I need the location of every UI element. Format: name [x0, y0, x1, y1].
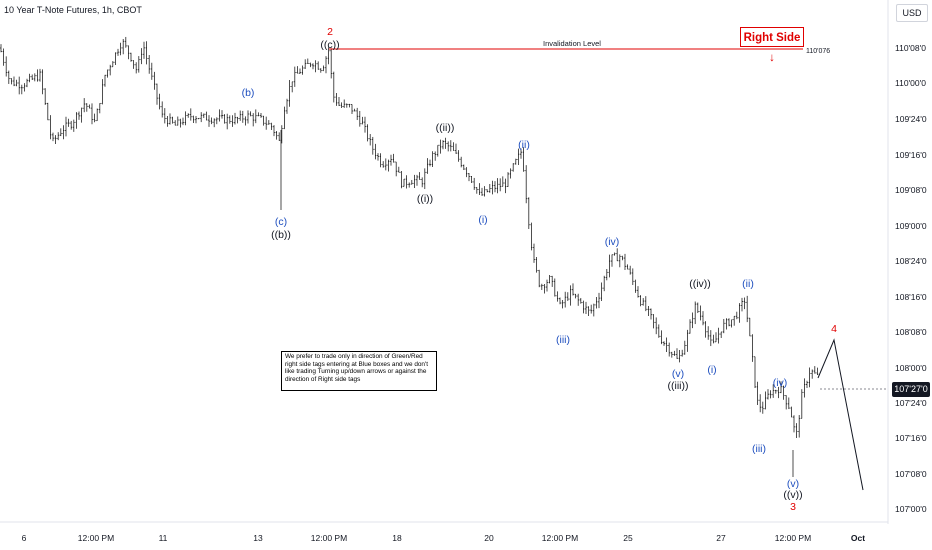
currency-button[interactable]: USD: [896, 4, 928, 22]
x-tick-label: 12:00 PM: [311, 533, 347, 543]
trading-note: We prefer to trade only in direction of …: [281, 351, 437, 391]
wave-label: (iv): [773, 377, 788, 389]
wave-label: ((v)): [783, 489, 802, 501]
wave-label: (ii): [518, 139, 530, 151]
x-tick-label: 11: [159, 533, 168, 543]
y-tick-label: 108'08'0: [895, 327, 927, 337]
x-tick-label: 12:00 PM: [775, 533, 811, 543]
invalidation-value: 110'076: [806, 48, 830, 55]
wave-label: (i): [707, 364, 716, 376]
wave-label: 2: [327, 26, 333, 38]
wave-label: (i): [478, 214, 487, 226]
last-price-tag: 107'27'0: [892, 382, 930, 397]
x-tick-label: 27: [716, 533, 726, 543]
wave-label: (v): [787, 478, 799, 490]
y-tick-label: 108'24'0: [895, 256, 927, 266]
y-tick-label: 107'08'0: [895, 469, 927, 479]
x-tick-label: 12:00 PM: [542, 533, 578, 543]
y-tick-label: 109'08'0: [895, 185, 927, 195]
x-tick-label: 25: [623, 533, 633, 543]
wave4-projection-line: [817, 338, 864, 491]
wave-label: (b): [242, 87, 255, 99]
wave-label: (c): [275, 216, 287, 228]
y-tick-label: 109'24'0: [895, 114, 927, 124]
x-tick-label: 12:00 PM: [78, 533, 114, 543]
y-tick-label: 109'00'0: [895, 221, 927, 231]
y-tick-label: 108'00'0: [895, 363, 927, 373]
wave-label: ((iii)): [668, 380, 689, 392]
wave-label: (ii): [742, 278, 754, 290]
right-side-tag: Right Side ↓: [740, 27, 804, 64]
symbol-title[interactable]: 10 Year T-Note Futures, 1h, CBOT: [4, 5, 142, 15]
wave-label: ((iv)): [689, 278, 711, 290]
x-tick-label: 6: [22, 533, 27, 543]
arrow-down-icon: ↓: [769, 52, 775, 64]
wave-label: ((b)): [271, 229, 291, 241]
y-tick-label: 110'08'0: [895, 43, 926, 53]
wave-label: (v): [672, 368, 684, 380]
x-tick-label: 18: [392, 533, 402, 543]
x-tick-label: 20: [484, 533, 494, 543]
y-tick-label: 107'16'0: [895, 433, 927, 443]
wave-label: (iii): [752, 443, 766, 455]
wave-label: ((c)): [320, 39, 339, 51]
y-tick-label: 107'24'0: [895, 398, 927, 408]
wave-label: 3: [790, 501, 796, 513]
y-tick-label: 109'16'0: [895, 150, 927, 160]
wave-label: ((i)): [417, 193, 433, 205]
y-tick-label: 108'16'0: [895, 292, 927, 302]
wave-label: (iii): [556, 334, 570, 346]
y-tick-label: 107'00'0: [895, 504, 927, 514]
wave-label: ((ii)): [436, 122, 455, 134]
wave-label: (iv): [605, 236, 620, 248]
x-tick-label: Oct: [851, 533, 865, 543]
wave-label: 4: [831, 323, 837, 335]
right-side-label: Right Side: [743, 32, 801, 44]
invalidation-label: Invalidation Level: [543, 39, 601, 48]
y-tick-label: 110'00'0: [895, 78, 926, 88]
x-tick-label: 13: [253, 533, 263, 543]
